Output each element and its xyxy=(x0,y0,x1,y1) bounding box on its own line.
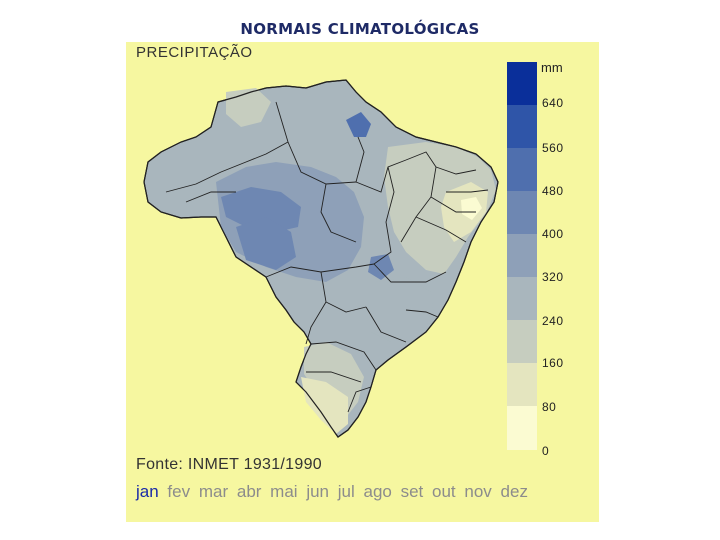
legend-swatch-0 xyxy=(507,406,537,450)
legend-label-240: 240 xyxy=(542,314,564,328)
month-link-mai[interactable]: mai xyxy=(270,482,298,501)
month-link-out[interactable]: out xyxy=(432,482,456,501)
legend-label-0: 0 xyxy=(542,444,550,458)
legend-swatch-480 xyxy=(507,148,537,191)
region-480-para xyxy=(346,112,371,137)
legend-swatch-160 xyxy=(507,320,537,363)
legend-label-160: 160 xyxy=(542,356,564,370)
legend-unit: mm xyxy=(541,60,563,75)
region-400-mato-grosso xyxy=(236,217,296,270)
map-heading: PRECIPITAÇÃO xyxy=(136,44,253,61)
brazil-precipitation-map xyxy=(143,79,499,438)
legend-label-320: 320 xyxy=(542,270,564,284)
month-link-set[interactable]: set xyxy=(400,482,424,501)
legend-label-400: 400 xyxy=(542,227,564,241)
legend-swatch-560 xyxy=(507,105,537,148)
legend-swatch-320 xyxy=(507,234,537,277)
state-borders xyxy=(143,79,499,438)
region-160-northeast xyxy=(384,142,496,274)
region-160-roraima xyxy=(226,88,271,127)
region-160-south xyxy=(304,342,364,420)
month-link-jun[interactable]: jun xyxy=(306,482,329,501)
month-link-dez[interactable]: dez xyxy=(500,482,528,501)
region-400-amazon xyxy=(221,187,301,232)
legend-swatch-400 xyxy=(507,191,537,234)
legend-swatch-80 xyxy=(507,363,537,406)
month-link-nov[interactable]: nov xyxy=(464,482,492,501)
region-0-semiarid xyxy=(461,197,482,220)
legend-swatch-640 xyxy=(507,62,537,105)
month-link-jul[interactable]: jul xyxy=(337,482,355,501)
legend-label-80: 80 xyxy=(542,400,557,414)
region-320-goias xyxy=(368,254,394,280)
legend-label-640: 640 xyxy=(542,96,564,110)
legend-label-480: 480 xyxy=(542,184,564,198)
source-note: Fonte: INMET 1931/1990 xyxy=(136,456,322,473)
month-link-mar[interactable]: mar xyxy=(198,482,229,501)
month-link-abr[interactable]: abr xyxy=(236,482,262,501)
month-selector: jan fev mar abr mai jun jul ago set out … xyxy=(136,482,532,502)
map-panel: PRECIPITAÇÃO mm 640 560 480 400 320 240 … xyxy=(126,42,599,522)
legend-swatch-240 xyxy=(507,277,537,320)
month-link-jan[interactable]: jan xyxy=(136,482,159,501)
legend-label-560: 560 xyxy=(542,141,564,155)
page-title: NORMAIS CLIMATOLÓGICAS xyxy=(240,20,480,38)
map-color-regions xyxy=(143,79,499,438)
region-240-southeast xyxy=(364,277,434,342)
month-link-ago[interactable]: ago xyxy=(363,482,392,501)
month-link-fev[interactable]: fev xyxy=(167,482,191,501)
region-80-rio-grande-do-sul xyxy=(301,377,348,434)
